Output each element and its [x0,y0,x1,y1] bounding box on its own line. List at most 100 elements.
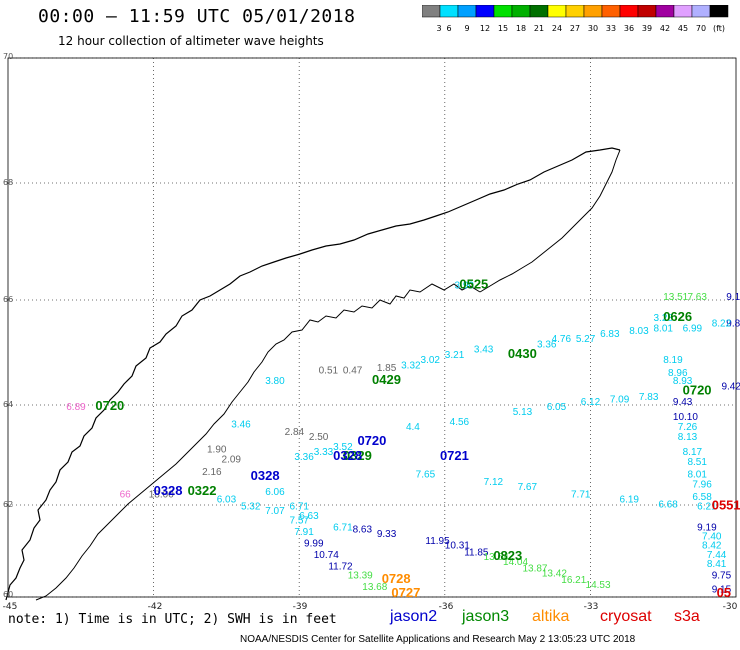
pass-time-label: 0720 [95,398,124,413]
swh-value: 9.99 [304,538,324,549]
coastline-north-east [479,149,621,293]
swh-value: 8.93 [673,376,693,387]
swh-value: 8.51 [687,457,707,468]
swh-value: 5.13 [513,407,533,418]
swh-value: 13.68 [362,582,387,593]
pass-time-label: 0720 [357,433,386,448]
swh-value: 0.47 [343,366,363,377]
colorbar-swatch [475,5,495,18]
colorbar-swatch [583,5,603,18]
pass-time-label: 0823 [493,548,522,563]
colorbar-swatch [637,5,657,18]
swh-value: 7.57 [289,515,309,526]
swh-value: 4.4 [406,422,420,433]
colorbar-label: 6 [446,24,451,33]
pass-time-label: 0322 [188,483,217,498]
swh-value: 7.83 [639,392,659,403]
colorbar-swatch [691,5,711,18]
pass-time-label: 05 [717,585,731,600]
swh-value: 14.53 [586,580,611,591]
swh-value: 6.68 [658,499,678,510]
swh-value: 9.1 [726,292,740,303]
colorbar-swatch [673,5,693,18]
colorbar-label: 70 [696,24,706,33]
swh-value: 6.05 [547,402,567,413]
colorbar-swatch [493,5,513,18]
swh-value: 3.02 [421,355,441,366]
swh-value: 13.87 [522,564,547,575]
pass-time-label: 0328 [154,483,183,498]
page-title: 00:00 – 11:59 UTC 05/01/2018 [38,6,356,27]
colorbar-swatch [655,5,675,18]
swh-value: 8.01 [687,470,707,481]
colorbar-label: 30 [588,24,598,33]
colorbar-swatch [547,5,567,18]
swh-value: 3.33 [314,447,334,458]
colorbar-label: 24 [552,24,562,33]
lon-label-45: -45 [2,602,18,612]
coastline-east-fjords [35,283,481,601]
pass-time-label: 0721 [440,448,469,463]
swh-value: 7.07 [265,506,285,517]
swh-value: 18.00 [149,490,174,501]
swh-value: 13.64 [484,552,509,563]
colorbar-label: 39 [642,24,652,33]
colorbar-swatch [529,5,549,18]
swh-value: 7.65 [416,470,436,481]
colorbar-label: 42 [660,24,670,33]
swh-value: 8.17 [683,447,703,458]
swh-value: 5.32 [241,502,261,513]
colorbar-label: 9 [464,24,469,33]
lat-label-68: 68 [3,178,14,187]
lat-label-62: 62 [3,500,14,509]
swh-value: 11.95 [425,536,450,547]
colorbar-swatch [422,5,441,18]
swh-value: 7.71 [571,490,591,501]
colorbar-swatch [439,5,459,18]
swh-value: 3.36 [294,452,314,463]
pass-time-label: 0727 [391,585,420,600]
colorbar-label: 12 [480,24,490,33]
swh-value: 6.19 [620,495,640,506]
swh-value: 0.51 [319,366,339,377]
swh-value: 9.42 [721,381,740,392]
lon-label-36: -36 [438,602,454,612]
swh-value: 7.09 [610,394,630,405]
swh-value: 8.19 [663,355,683,366]
swh-value: 10.10 [673,412,698,423]
swh-value: 6.89 [66,402,86,413]
page-subtitle: 12 hour collection of altimeter wave hei… [58,34,324,48]
swh-value: 1.85 [377,363,397,374]
swh-value: 5.27 [576,334,596,345]
lon-label-42: -42 [147,602,163,612]
swh-value: 14.04 [503,557,528,568]
lon-label-33: -33 [583,602,599,612]
colorbar-label: 15 [498,24,508,33]
pass-time-label: 0626 [663,309,692,324]
colorbar-label: 3 [436,24,441,33]
swh-label-layer: 3.90 13.517.63 9.1 3.28 9.88 3.80 0.51 0.47 1.85… [66,276,740,600]
coastline-path [5,147,621,601]
colorbar-swatch [511,5,531,18]
pass-time-label: 0430 [508,346,537,361]
map-grid [7,57,737,598]
swh-value: 8.13 [678,432,698,443]
swh-value: 4.76 [552,334,572,345]
swh-value: 3.21 [445,350,465,361]
swh-value: 13.39 [348,571,373,582]
swh-value: 6.03 [217,495,237,506]
lat-label-66: 66 [3,295,14,304]
swh-value: 10.31 [445,541,470,552]
swh-value: 8.42 [702,541,722,552]
pass-time-label: 0328 [333,448,362,463]
footer-credit: NOAA/NESDIS Center for Satellite Applica… [240,634,636,645]
swh-value: 11.72 [328,561,353,572]
lon-label-30: -30 [722,602,738,612]
colorbar-label: 33 [606,24,616,33]
swh-value: 7.44 [707,550,727,561]
swh-value: 10.74 [314,550,339,561]
legend-cryosat: cryosat [600,608,652,625]
pass-time-label: 0728 [382,571,411,586]
colorbar-label: 45 [678,24,688,33]
lat-label-70: 70 [3,52,14,61]
